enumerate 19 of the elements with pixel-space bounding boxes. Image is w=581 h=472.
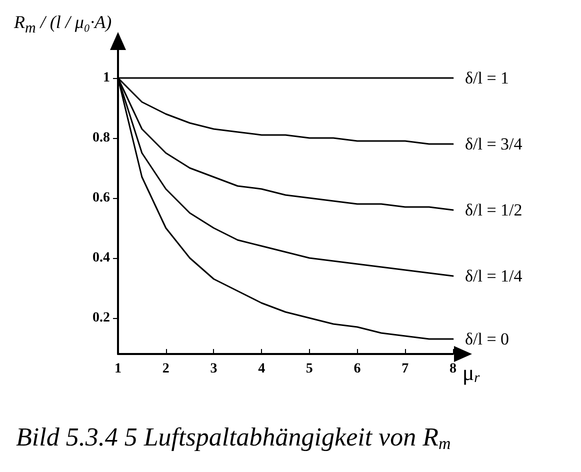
y-tick-label: 0.8 [92,130,110,146]
y-tick-label: 1 [103,70,110,86]
x-tick-label: 8 [450,362,456,376]
x-tick-label: 5 [306,362,313,376]
y-tick-label: 0.4 [92,250,110,266]
x-tick-label: 3 [210,362,218,376]
series-label: δ/l = 1 [465,68,510,88]
x-tick-label: 7 [402,362,409,376]
y-axis-title: R$_{m}$ / (l / μ₀·A) [14,12,112,38]
x-tick-label: 2 [162,362,170,376]
series-label: δ/l = 3/4 [465,134,523,154]
series-label: δ/l = 1/2 [465,200,522,220]
x-tick-label: 4 [258,362,266,376]
series-label: δ/l = 1/4 [465,266,523,286]
x-tick-label: 6 [354,362,361,376]
y-tick-label: 0.2 [92,310,110,326]
y-tick-label: 0.6 [92,190,110,206]
series-label: δ/l = 0 [465,330,510,348]
x-tick-label: 1 [114,362,122,376]
